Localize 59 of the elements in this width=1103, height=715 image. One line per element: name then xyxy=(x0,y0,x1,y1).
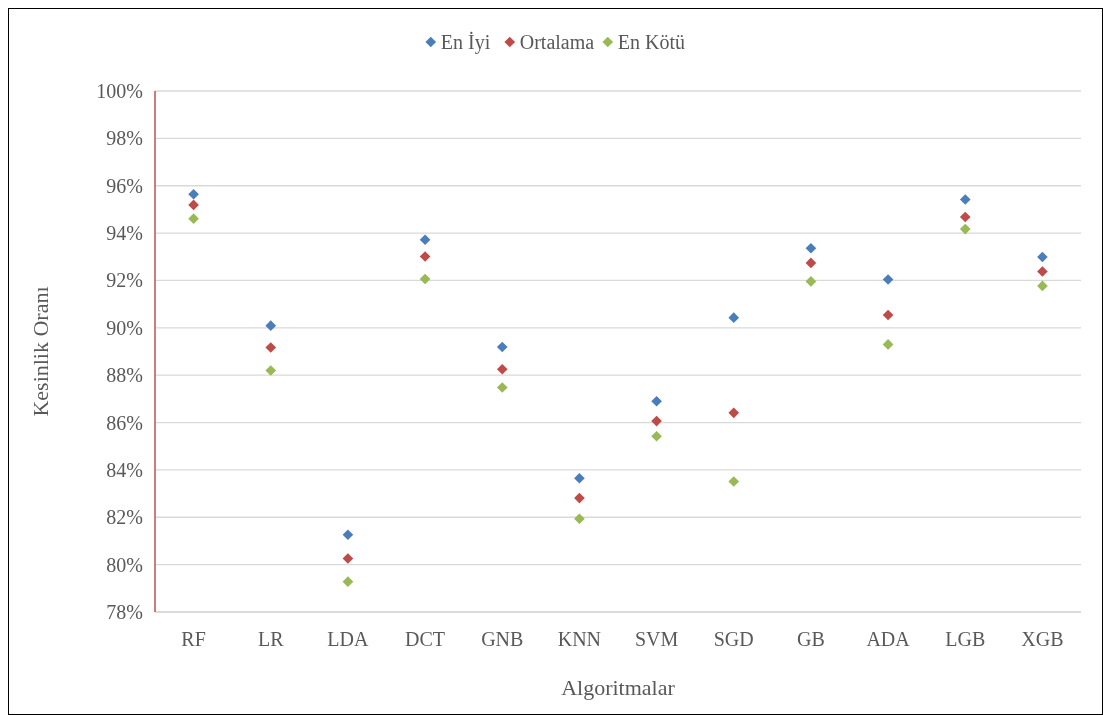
y-tick-label: 78% xyxy=(106,601,143,623)
y-tick-label: 86% xyxy=(106,411,143,434)
y-axis-title: Kesinlik Oranı xyxy=(28,286,53,417)
point xyxy=(651,415,662,427)
point xyxy=(728,312,740,323)
point xyxy=(959,211,971,223)
x-tick-label: SGD xyxy=(713,628,754,650)
legend-label: Ortalama xyxy=(519,31,595,53)
point xyxy=(805,257,817,269)
point xyxy=(188,213,199,224)
y-tick-label: 98% xyxy=(106,127,143,150)
point xyxy=(1037,266,1048,277)
y-tick-label: 88% xyxy=(106,364,143,387)
point xyxy=(728,407,740,419)
x-tick-label: GNB xyxy=(481,628,524,650)
point xyxy=(265,320,277,331)
x-tick-label: SVM xyxy=(634,628,679,650)
y-tick-label: 96% xyxy=(106,174,143,197)
point xyxy=(342,576,354,587)
x-tick-label: LR xyxy=(257,628,285,650)
point xyxy=(419,273,431,285)
point xyxy=(882,339,894,350)
point xyxy=(265,342,277,353)
point xyxy=(574,472,585,484)
y-tick-label: 92% xyxy=(106,269,143,292)
y-tick-label: 80% xyxy=(106,553,143,576)
point xyxy=(882,309,894,321)
point xyxy=(188,188,199,200)
legend-label: En İyi xyxy=(440,31,491,54)
x-tick-label: XGB xyxy=(1021,628,1064,650)
point xyxy=(959,194,971,205)
y-tick-label: 94% xyxy=(106,222,143,245)
point xyxy=(342,529,354,541)
point xyxy=(805,276,817,287)
point xyxy=(419,234,431,246)
legend-label: En Kötü xyxy=(617,31,685,53)
y-tick-label: 100% xyxy=(96,80,143,102)
point xyxy=(805,242,817,254)
x-tick-label: LGB xyxy=(945,628,986,650)
x-tick-label: ADA xyxy=(866,628,911,650)
x-tick-label: LDA xyxy=(327,628,370,650)
x-tick-label: GB xyxy=(797,628,825,650)
point xyxy=(496,341,508,353)
y-tick-label: 82% xyxy=(106,506,143,529)
point xyxy=(496,363,508,375)
point xyxy=(651,395,662,407)
point xyxy=(728,476,740,487)
point xyxy=(496,382,508,393)
y-tick-label: 84% xyxy=(106,458,143,481)
y-tick-label: 90% xyxy=(106,316,143,339)
point xyxy=(1037,280,1048,292)
point xyxy=(651,430,662,442)
point xyxy=(265,365,277,376)
x-axis-title: Algoritmalar xyxy=(561,675,676,700)
x-tick-label: DCT xyxy=(405,628,446,650)
x-tick-label: KNN xyxy=(557,628,602,650)
x-tick-label: RF xyxy=(181,628,206,650)
point xyxy=(574,513,585,525)
point xyxy=(959,223,971,235)
